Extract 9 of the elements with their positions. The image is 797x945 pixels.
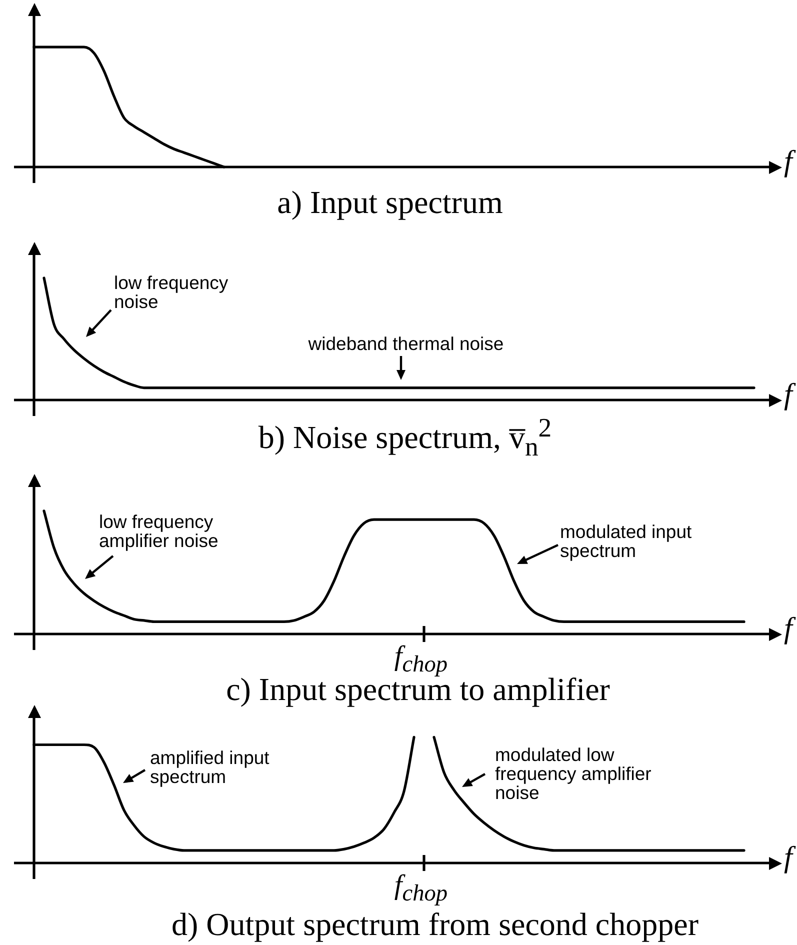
text: d) Output spectrum from second chopper (172, 906, 698, 942)
text: f$_{chop}$ (394, 870, 448, 907)
annotation: modulated low frequency amplifier noise (495, 744, 652, 803)
annotation: low frequency amplifier noise (99, 511, 220, 551)
annotation: amplified input spectrum (150, 747, 270, 787)
annotation: low frequency noise (114, 272, 230, 312)
annotation: wideband thermal noise (308, 333, 504, 354)
annotation: modulated input spectrum (560, 521, 693, 561)
text: a) Input spectrum (277, 184, 503, 220)
